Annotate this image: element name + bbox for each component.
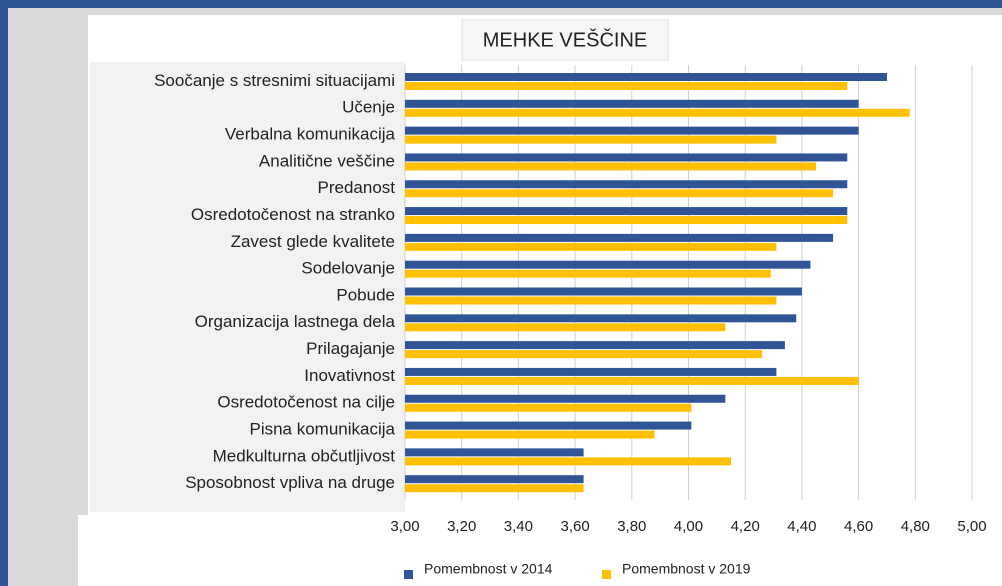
bar <box>405 73 887 81</box>
chart-title: MEHKE VEŠČINE <box>483 28 647 51</box>
bar <box>405 180 848 189</box>
y-tick-label: Učenje <box>342 98 395 117</box>
x-tick-label: 3,40 <box>504 518 533 535</box>
bar <box>405 394 726 403</box>
bar <box>405 162 817 171</box>
y-tick-label: Pobude <box>336 285 395 304</box>
y-tick-label: Sodelovanje <box>301 259 395 278</box>
y-tick-label: Predanost <box>318 178 396 197</box>
y-tick-label: Zavest glede kvalitete <box>231 232 395 251</box>
y-tick-label: Organizacija lastnega dela <box>195 312 396 331</box>
title-box <box>461 19 669 61</box>
x-tick-label: 3,20 <box>447 518 476 535</box>
bar <box>405 135 777 144</box>
bar <box>405 403 692 412</box>
bar <box>405 421 692 430</box>
bar <box>405 350 763 359</box>
x-tick-label: 4,60 <box>844 518 873 535</box>
bar <box>405 207 848 216</box>
bar <box>405 99 859 108</box>
bar <box>405 126 859 135</box>
bar <box>405 287 802 296</box>
y-tick-label: Osredotočenost na stranko <box>191 205 395 224</box>
y-tick-label: Pisna komunikacija <box>249 419 395 438</box>
y-tick-label: Prilagajanje <box>306 339 395 358</box>
x-tick-label: 4,80 <box>901 518 930 535</box>
bar <box>405 153 848 162</box>
x-tick-label: 4,40 <box>787 518 816 535</box>
bar <box>405 484 584 493</box>
bar <box>405 233 834 242</box>
label-panel <box>90 62 405 512</box>
bar <box>405 260 811 269</box>
x-tick-label: 3,80 <box>617 518 646 535</box>
bar <box>405 323 726 332</box>
bar <box>405 475 584 484</box>
bar <box>405 448 584 457</box>
bar <box>405 296 777 305</box>
bar <box>405 457 732 466</box>
bar <box>405 376 859 385</box>
y-tick-label: Medkulturna občutljivost <box>213 446 396 465</box>
y-tick-label: Osredotočenost na cilje <box>217 393 395 412</box>
y-tick-label: Sposobnost vpliva na druge <box>185 473 395 492</box>
y-tick-label: Verbalna komunikacija <box>225 125 396 144</box>
y-tick-label: Analitične veščine <box>259 151 395 170</box>
y-tick-label: Inovativnost <box>304 366 395 385</box>
bar <box>405 189 834 198</box>
bar <box>405 108 910 117</box>
legend-swatch <box>602 570 611 579</box>
bar <box>405 367 777 376</box>
bar <box>405 314 797 323</box>
bar <box>405 216 848 225</box>
legend-swatch <box>404 570 413 579</box>
legend-label: Pomembnost v 2019 <box>622 561 751 577</box>
bar <box>405 341 785 350</box>
x-tick-label: 4,00 <box>674 518 703 535</box>
bar <box>405 430 655 439</box>
axis-background <box>78 515 1002 586</box>
bar <box>405 269 771 278</box>
x-tick-label: 3,00 <box>390 518 419 535</box>
x-tick-label: 3,60 <box>560 518 589 535</box>
y-tick-label: Soočanje s stresnimi situacijami <box>154 71 395 90</box>
x-tick-label: 4,20 <box>731 518 760 535</box>
legend-label: Pomembnost v 2014 <box>424 561 553 577</box>
bar <box>405 242 777 251</box>
x-tick-label: 5,00 <box>957 518 986 535</box>
bar <box>405 82 848 90</box>
